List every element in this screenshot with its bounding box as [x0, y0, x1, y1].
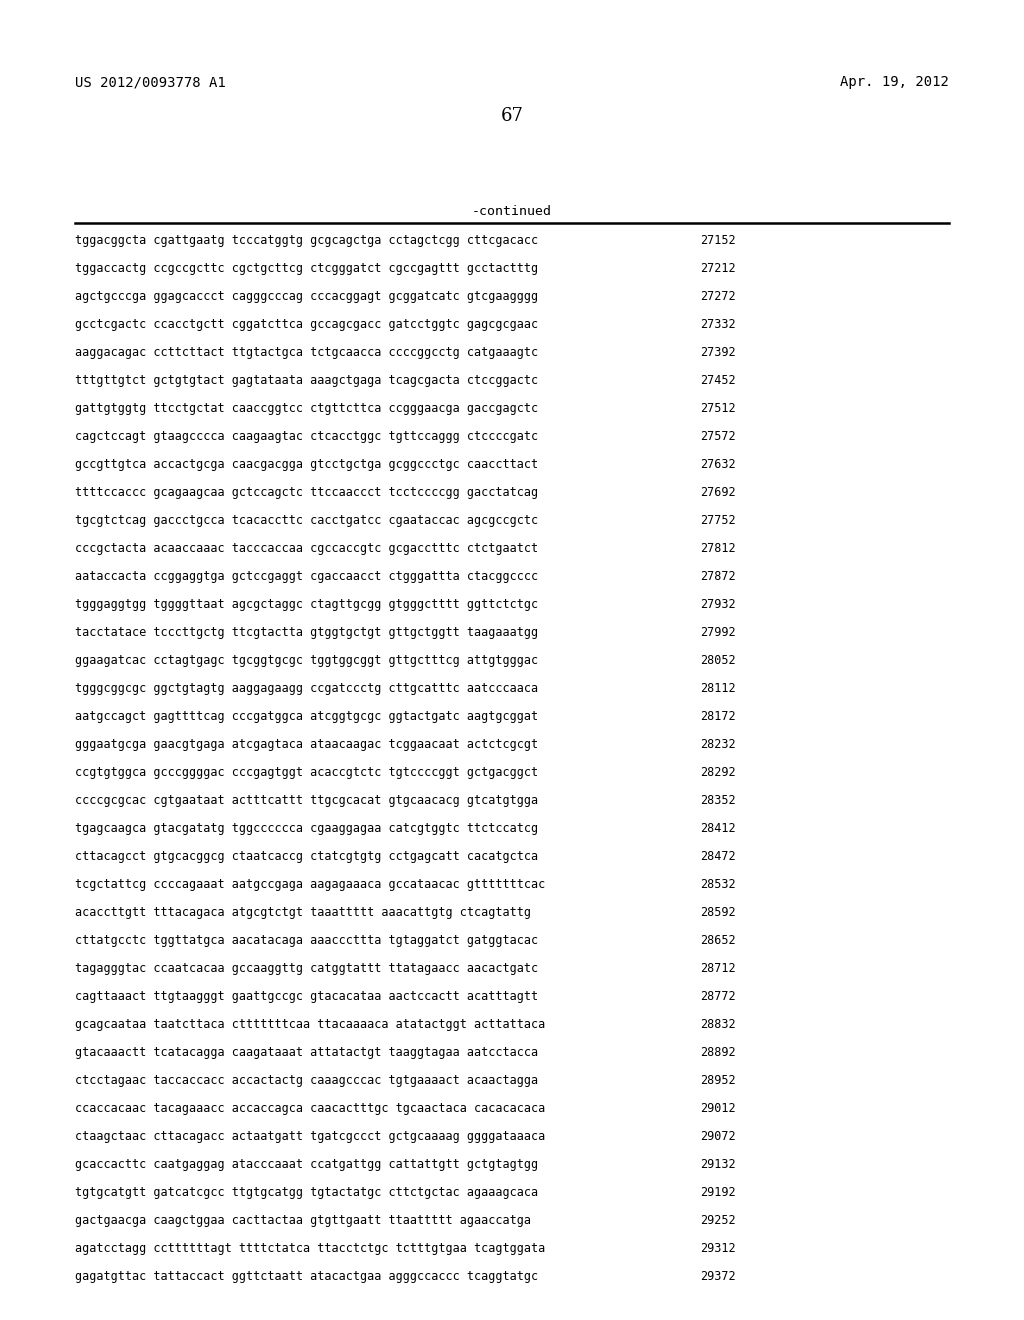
Text: gcagcaataa taatcttaca ctttttttcaa ttacaaaaca atatactggt acttattaca: gcagcaataa taatcttaca ctttttttcaa ttacaa…: [75, 1018, 545, 1031]
Text: 28172: 28172: [700, 710, 735, 723]
Text: 29012: 29012: [700, 1102, 735, 1115]
Text: tgagcaagca gtacgatatg tggcccccca cgaaggagaa catcgtggtc ttctccatcg: tgagcaagca gtacgatatg tggcccccca cgaagga…: [75, 822, 539, 836]
Text: 28052: 28052: [700, 653, 735, 667]
Text: 27872: 27872: [700, 570, 735, 583]
Text: 29192: 29192: [700, 1185, 735, 1199]
Text: 28712: 28712: [700, 962, 735, 975]
Text: tcgctattcg ccccagaaat aatgccgaga aagagaaaca gccataacac gtttttttcac: tcgctattcg ccccagaaat aatgccgaga aagagaa…: [75, 878, 545, 891]
Text: 27932: 27932: [700, 598, 735, 611]
Text: ttttccaccc gcagaagcaa gctccagctc ttccaaccct tcctccccgg gacctatcag: ttttccaccc gcagaagcaa gctccagctc ttccaac…: [75, 486, 539, 499]
Text: 27212: 27212: [700, 261, 735, 275]
Text: tttgttgtct gctgtgtact gagtataata aaagctgaga tcagcgacta ctccggactc: tttgttgtct gctgtgtact gagtataata aaagctg…: [75, 374, 539, 387]
Text: ctaagctaac cttacagacc actaatgatt tgatcgccct gctgcaaaag ggggataaaca: ctaagctaac cttacagacc actaatgatt tgatcgc…: [75, 1130, 545, 1143]
Text: 28652: 28652: [700, 935, 735, 946]
Text: gccgttgtca accactgcga caacgacgga gtcctgctga gcggccctgc caaccttact: gccgttgtca accactgcga caacgacgga gtcctgc…: [75, 458, 539, 471]
Text: 27632: 27632: [700, 458, 735, 471]
Text: aaggacagac ccttcttact ttgtactgca tctgcaacca ccccggcctg catgaaagtc: aaggacagac ccttcttact ttgtactgca tctgcaa…: [75, 346, 539, 359]
Text: tggacggcta cgattgaatg tcccatggtg gcgcagctga cctagctcgg cttcgacacc: tggacggcta cgattgaatg tcccatggtg gcgcagc…: [75, 234, 539, 247]
Text: ccccgcgcac cgtgaataat actttcattt ttgcgcacat gtgcaacacg gtcatgtgga: ccccgcgcac cgtgaataat actttcattt ttgcgca…: [75, 795, 539, 807]
Text: ccaccacaac tacagaaacc accaccagca caacactttgc tgcaactaca cacacacaca: ccaccacaac tacagaaacc accaccagca caacact…: [75, 1102, 545, 1115]
Text: 28772: 28772: [700, 990, 735, 1003]
Text: cttacagcct gtgcacggcg ctaatcaccg ctatcgtgtg cctgagcatt cacatgctca: cttacagcct gtgcacggcg ctaatcaccg ctatcgt…: [75, 850, 539, 863]
Text: tgggcggcgc ggctgtagtg aaggagaagg ccgatccctg cttgcatttc aatcccaaca: tgggcggcgc ggctgtagtg aaggagaagg ccgatcc…: [75, 682, 539, 696]
Text: 28112: 28112: [700, 682, 735, 696]
Text: tgcgtctcag gaccctgcca tcacaccttc cacctgatcc cgaataccac agcgccgctc: tgcgtctcag gaccctgcca tcacaccttc cacctga…: [75, 513, 539, 527]
Text: agctgcccga ggagcaccct cagggcccag cccacggagt gcggatcatc gtcgaagggg: agctgcccga ggagcaccct cagggcccag cccacgg…: [75, 290, 539, 304]
Text: gcctcgactc ccacctgctt cggatcttca gccagcgacc gatcctggtc gagcgcgaac: gcctcgactc ccacctgctt cggatcttca gccagcg…: [75, 318, 539, 331]
Text: 28292: 28292: [700, 766, 735, 779]
Text: 27812: 27812: [700, 543, 735, 554]
Text: 27392: 27392: [700, 346, 735, 359]
Text: 28532: 28532: [700, 878, 735, 891]
Text: 27152: 27152: [700, 234, 735, 247]
Text: aatgccagct gagttttcag cccgatggca atcggtgcgc ggtactgatc aagtgcggat: aatgccagct gagttttcag cccgatggca atcggtg…: [75, 710, 539, 723]
Text: 28472: 28472: [700, 850, 735, 863]
Text: tgtgcatgtt gatcatcgcc ttgtgcatgg tgtactatgc cttctgctac agaaagcaca: tgtgcatgtt gatcatcgcc ttgtgcatgg tgtacta…: [75, 1185, 539, 1199]
Text: gactgaacga caagctggaa cacttactaa gtgttgaatt ttaattttt agaaccatga: gactgaacga caagctggaa cacttactaa gtgttga…: [75, 1214, 531, 1228]
Text: -continued: -continued: [472, 205, 552, 218]
Text: 28352: 28352: [700, 795, 735, 807]
Text: 28232: 28232: [700, 738, 735, 751]
Text: agatcctagg ccttttttagt ttttctatca ttacctctgc tctttgtgaa tcagtggata: agatcctagg ccttttttagt ttttctatca ttacct…: [75, 1242, 545, 1255]
Text: cagttaaact ttgtaagggt gaattgccgc gtacacataa aactccactt acatttagtt: cagttaaact ttgtaagggt gaattgccgc gtacaca…: [75, 990, 539, 1003]
Text: acaccttgtt tttacagaca atgcgtctgt taaattttt aaacattgtg ctcagtattg: acaccttgtt tttacagaca atgcgtctgt taaattt…: [75, 906, 531, 919]
Text: gggaatgcga gaacgtgaga atcgagtaca ataacaagac tcggaacaat actctcgcgt: gggaatgcga gaacgtgaga atcgagtaca ataacaa…: [75, 738, 539, 751]
Text: 28952: 28952: [700, 1074, 735, 1086]
Text: 28412: 28412: [700, 822, 735, 836]
Text: cagctccagt gtaagcccca caagaagtac ctcacctggc tgttccaggg ctccccgatc: cagctccagt gtaagcccca caagaagtac ctcacct…: [75, 430, 539, 444]
Text: 27332: 27332: [700, 318, 735, 331]
Text: cttatgcctc tggttatgca aacatacaga aaacccttta tgtaggatct gatggtacac: cttatgcctc tggttatgca aacatacaga aaaccct…: [75, 935, 539, 946]
Text: gattgtggtg ttcctgctat caaccggtcc ctgttcttca ccgggaacga gaccgagctc: gattgtggtg ttcctgctat caaccggtcc ctgttct…: [75, 403, 539, 414]
Text: tggaccactg ccgccgcttc cgctgcttcg ctcgggatct cgccgagttt gcctactttg: tggaccactg ccgccgcttc cgctgcttcg ctcggga…: [75, 261, 539, 275]
Text: 27752: 27752: [700, 513, 735, 527]
Text: 28832: 28832: [700, 1018, 735, 1031]
Text: 27572: 27572: [700, 430, 735, 444]
Text: 27452: 27452: [700, 374, 735, 387]
Text: 29312: 29312: [700, 1242, 735, 1255]
Text: 27512: 27512: [700, 403, 735, 414]
Text: 28892: 28892: [700, 1045, 735, 1059]
Text: 27272: 27272: [700, 290, 735, 304]
Text: 29132: 29132: [700, 1158, 735, 1171]
Text: 29372: 29372: [700, 1270, 735, 1283]
Text: 28592: 28592: [700, 906, 735, 919]
Text: tgggaggtgg tggggttaat agcgctaggc ctagttgcgg gtgggctttt ggttctctgc: tgggaggtgg tggggttaat agcgctaggc ctagttg…: [75, 598, 539, 611]
Text: 27692: 27692: [700, 486, 735, 499]
Text: 27992: 27992: [700, 626, 735, 639]
Text: aataccacta ccggaggtga gctccgaggt cgaccaacct ctgggattta ctacggcccc: aataccacta ccggaggtga gctccgaggt cgaccaa…: [75, 570, 539, 583]
Text: ctcctagaac taccaccacc accactactg caaagcccac tgtgaaaact acaactagga: ctcctagaac taccaccacc accactactg caaagcc…: [75, 1074, 539, 1086]
Text: gagatgttac tattaccact ggttctaatt atacactgaa agggccaccc tcaggtatgc: gagatgttac tattaccact ggttctaatt atacact…: [75, 1270, 539, 1283]
Text: ggaagatcac cctagtgagc tgcggtgcgc tggtggcggt gttgctttcg attgtgggac: ggaagatcac cctagtgagc tgcggtgcgc tggtggc…: [75, 653, 539, 667]
Text: 67: 67: [501, 107, 523, 125]
Text: gtacaaactt tcatacagga caagataaat attatactgt taaggtagaa aatcctacca: gtacaaactt tcatacagga caagataaat attatac…: [75, 1045, 539, 1059]
Text: US 2012/0093778 A1: US 2012/0093778 A1: [75, 75, 225, 88]
Text: Apr. 19, 2012: Apr. 19, 2012: [840, 75, 949, 88]
Text: ccgtgtggca gcccggggac cccgagtggt acaccgtctc tgtccccggt gctgacggct: ccgtgtggca gcccggggac cccgagtggt acaccgt…: [75, 766, 539, 779]
Text: gcaccacttc caatgaggag atacccaaat ccatgattgg cattattgtt gctgtagtgg: gcaccacttc caatgaggag atacccaaat ccatgat…: [75, 1158, 539, 1171]
Text: 29252: 29252: [700, 1214, 735, 1228]
Text: tagagggtac ccaatcacaa gccaaggttg catggtattt ttatagaacc aacactgatc: tagagggtac ccaatcacaa gccaaggttg catggta…: [75, 962, 539, 975]
Text: 29072: 29072: [700, 1130, 735, 1143]
Text: cccgctacta acaaccaaac tacccaccaa cgccaccgtc gcgacctttc ctctgaatct: cccgctacta acaaccaaac tacccaccaa cgccacc…: [75, 543, 539, 554]
Text: tacctatace tcccttgctg ttcgtactta gtggtgctgt gttgctggtt taagaaatgg: tacctatace tcccttgctg ttcgtactta gtggtgc…: [75, 626, 539, 639]
